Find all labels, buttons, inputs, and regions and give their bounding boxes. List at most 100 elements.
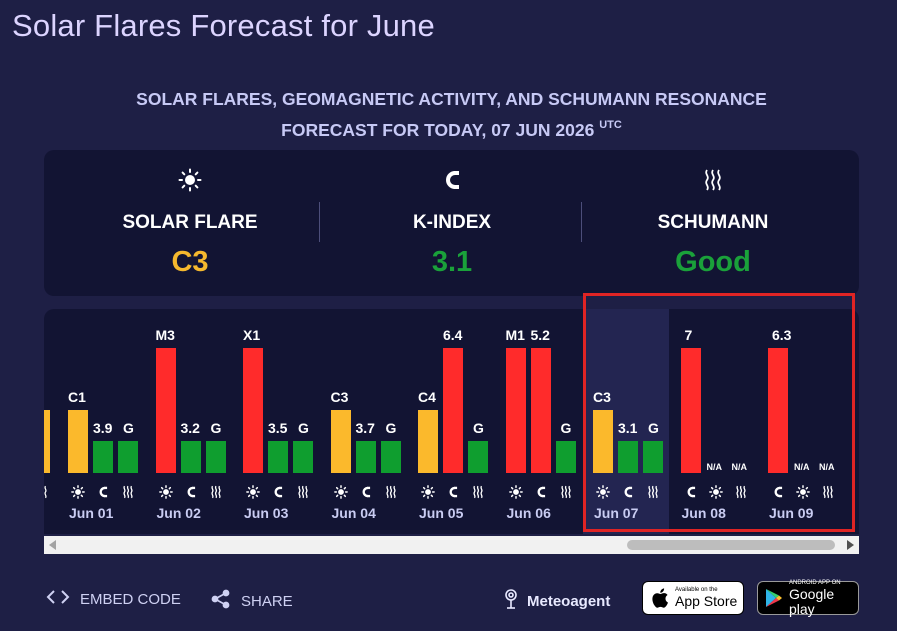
page-title: Solar Flares Forecast for June (12, 8, 435, 43)
schumann-bar (293, 441, 313, 473)
flare-bar (593, 410, 613, 473)
appstore-small-text: Available on the (675, 587, 718, 593)
k-index-value-label: 3.5 (268, 420, 288, 436)
sun-icon (420, 484, 436, 500)
schumann-value: Good (675, 246, 751, 278)
schumann-value-label: G (473, 420, 484, 436)
daily-forecast-chart[interactable]: C1 3.9 G Jun 01 M3 3.2 G Jun 02 X1 3.5 G Jun 03 C3 3.… (44, 309, 859, 534)
date-label: Jun 06 (506, 505, 551, 521)
flare-bar (155, 348, 176, 473)
summary-schumann: SCHUMANN Good (577, 150, 849, 296)
date-label: Jun 01 (69, 505, 114, 521)
magnet-icon (95, 484, 111, 500)
gplay-big-text: Google play (789, 585, 835, 617)
apple-icon (651, 588, 669, 608)
magnet-icon (358, 484, 374, 500)
forecast-subtitle: SOLAR FLARES, GEOMAGNETIC ACTIVITY, AND … (44, 86, 859, 143)
magnet-icon (270, 484, 286, 500)
schumann-value-label: G (123, 420, 134, 436)
date-label: Jun 03 (244, 505, 289, 521)
date-label: Jun 07 (594, 505, 639, 521)
waves-icon (558, 484, 574, 500)
chart-scrollbar[interactable] (44, 536, 859, 554)
flare-na-label: N/A (706, 462, 723, 472)
schumann-bar (643, 441, 663, 473)
appstore-big-text: App Store (675, 593, 738, 609)
waves-icon (733, 484, 749, 500)
schumann-bar (555, 441, 576, 473)
sun-icon (54, 168, 326, 192)
date-label: Jun 02 (156, 505, 201, 521)
schumann-value-label: G (385, 420, 397, 436)
solar-flare-value: C3 (171, 246, 209, 278)
k-index-bar (268, 441, 288, 473)
sun-icon (595, 484, 611, 500)
schumann-na-label: N/A (731, 462, 748, 472)
sun-icon (70, 484, 86, 500)
subtitle-line-2: FORECAST FOR TODAY, 07 JUN 2026 (281, 120, 595, 140)
subtitle-line-1: SOLAR FLARES, GEOMAGNETIC ACTIVITY, AND … (136, 89, 767, 109)
magnet-icon (770, 484, 786, 500)
forecast-highlight-box (583, 293, 855, 532)
k-index-bar (680, 348, 701, 473)
schumann-bar (468, 441, 488, 473)
gplay-small-text: ANDROID APP ON (789, 579, 841, 586)
summary-solar-flare: SOLAR FLARE C3 (54, 150, 326, 296)
share-button[interactable]: SHARE (211, 589, 293, 613)
waves-icon (470, 484, 486, 500)
k-index-value-label: 5.2 (530, 327, 550, 343)
meteoagent-logo-icon (503, 588, 519, 614)
embed-code-button[interactable]: EMBED CODE (46, 589, 181, 609)
scroll-left-arrow-icon[interactable] (49, 540, 56, 550)
magnet-icon (683, 484, 699, 500)
google-play-icon (765, 588, 783, 608)
google-play-badge[interactable]: ANDROID APP ON Google play (757, 579, 859, 617)
utc-label: UTC (599, 119, 622, 131)
k-index-value-label: 3.9 (93, 420, 113, 436)
waves-icon (295, 484, 311, 500)
app-store-badge[interactable]: Available on the App Store (642, 581, 744, 615)
k-index-value: 3.1 (431, 246, 473, 278)
flare-bar (44, 410, 50, 473)
waves-icon (120, 484, 136, 500)
code-brackets-icon (46, 589, 70, 609)
date-label: Jun 05 (419, 505, 464, 521)
sun-icon (245, 484, 261, 500)
flare-value-label: C3 (330, 389, 349, 405)
sun-icon (508, 484, 524, 500)
k-index-bar (443, 348, 463, 473)
schumann-label: SCHUMANN (657, 212, 769, 233)
k-index-bar (768, 348, 788, 473)
flare-value-label: M1 (505, 327, 525, 343)
sun-icon (333, 484, 349, 500)
k-index-value-label: 3.7 (355, 420, 375, 436)
k-index-bar (355, 441, 376, 473)
scroll-thumb[interactable] (627, 540, 835, 550)
k-index-value-label: 3.1 (618, 420, 638, 436)
schumann-bar (380, 441, 401, 473)
magnet-icon (533, 484, 549, 500)
flare-bar (418, 410, 438, 473)
schumann-value-label: G (560, 420, 572, 436)
meteoagent-link[interactable]: Meteoagent (503, 588, 610, 614)
date-label: Jun 08 (681, 505, 726, 521)
date-label: Jun 09 (769, 505, 814, 521)
waves-icon (577, 168, 849, 192)
schumann-na-label: N/A (819, 462, 835, 472)
flare-value-label: X1 (243, 327, 261, 343)
summary-divider (319, 202, 320, 242)
scroll-right-arrow-icon[interactable] (847, 540, 854, 550)
schumann-value-label: G (298, 420, 309, 436)
embed-code-label: EMBED CODE (80, 590, 181, 608)
flare-bar (330, 410, 351, 473)
k-index-value-label: 7 (684, 327, 693, 343)
waves-icon (44, 484, 50, 500)
meteoagent-label: Meteoagent (527, 592, 611, 610)
today-summary-panel: SOLAR FLARE C3 K-INDEX 3.1 SCHUMANN Good (44, 150, 859, 296)
waves-icon (645, 484, 661, 500)
solar-flare-label: SOLAR FLARE (122, 212, 258, 233)
share-icon (211, 589, 231, 613)
share-label: SHARE (241, 592, 293, 610)
flare-value-label: M3 (155, 327, 175, 343)
waves-icon (208, 484, 224, 500)
